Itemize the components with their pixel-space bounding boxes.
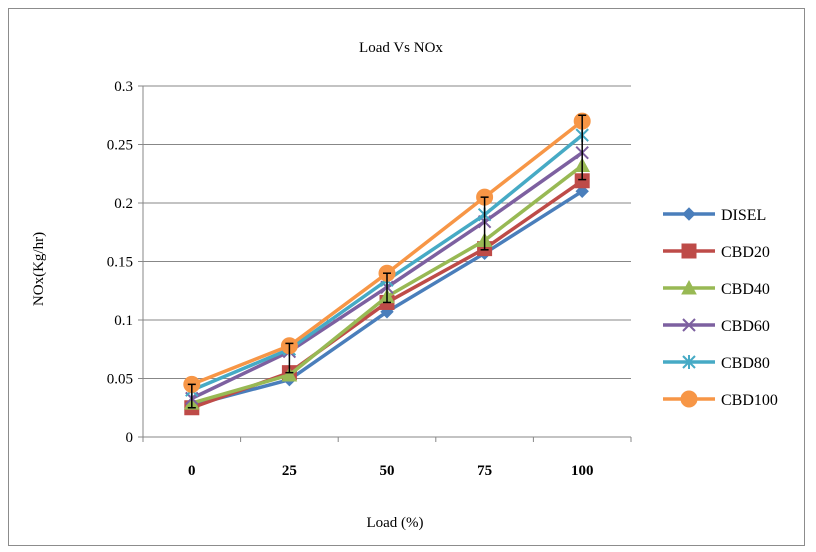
legend-item-cbd20: CBD20 [663, 243, 770, 261]
legend-marker [681, 243, 697, 259]
series-line-cbd80 [191, 133, 584, 392]
series-line-cbd100 [191, 119, 584, 386]
legend-label: CBD100 [721, 392, 778, 409]
chart-title: Load Vs NOx [359, 40, 443, 56]
legend-marker [682, 207, 696, 221]
y-axis-title: NOx(Kg/hr) [31, 232, 47, 306]
legend-label: CBD80 [721, 355, 770, 372]
legend-marker [680, 390, 698, 408]
error-bar [187, 383, 196, 409]
data-point-cbd40 [281, 366, 298, 382]
error-bar [285, 342, 294, 374]
legend-item-cbd100: CBD100 [663, 390, 778, 409]
x-tick-label: 25 [282, 463, 297, 479]
error-bar [480, 196, 489, 251]
data-point-disel [575, 184, 589, 199]
line-chart: Load Vs NOx NOx(Kg/hr) Load (%) 0 0.05 0.1… [31, 40, 778, 531]
legend-label: DISEL [721, 207, 766, 224]
legend-label: CBD40 [721, 281, 770, 298]
y-tick-label: 0.3 [114, 79, 133, 95]
y-tick-label: 0.05 [107, 372, 133, 388]
y-tick-label: 0.15 [107, 255, 133, 271]
legend-marker [682, 318, 696, 332]
y-tick-label: 0.2 [114, 196, 133, 212]
x-tick-label: 75 [477, 463, 492, 479]
x-tick-label: 0 [188, 463, 196, 479]
y-tick-label: 0.25 [107, 138, 133, 154]
error-bar [578, 114, 587, 181]
chart-frame: Load Vs NOx NOx(Kg/hr) Load (%) 0 0.05 0.1… [8, 8, 805, 546]
legend-marker [682, 355, 696, 369]
error-bar [383, 272, 391, 304]
legend-label: CBD20 [721, 244, 770, 261]
x-axis-title: Load (%) [366, 515, 423, 531]
legend-item-cbd80: CBD80 [663, 355, 770, 372]
legend-item-disel: DISEL [663, 207, 766, 224]
x-tick-label: 50 [380, 463, 395, 479]
legend-label: CBD60 [721, 318, 770, 335]
legend-item-cbd60: CBD60 [663, 318, 770, 335]
x-tick-label: 100 [571, 463, 594, 479]
legend-item-cbd40: CBD40 [663, 279, 770, 298]
y-tick-label: 0 [126, 430, 134, 446]
legend-marker [681, 279, 697, 295]
y-tick-label: 0.1 [114, 313, 133, 329]
